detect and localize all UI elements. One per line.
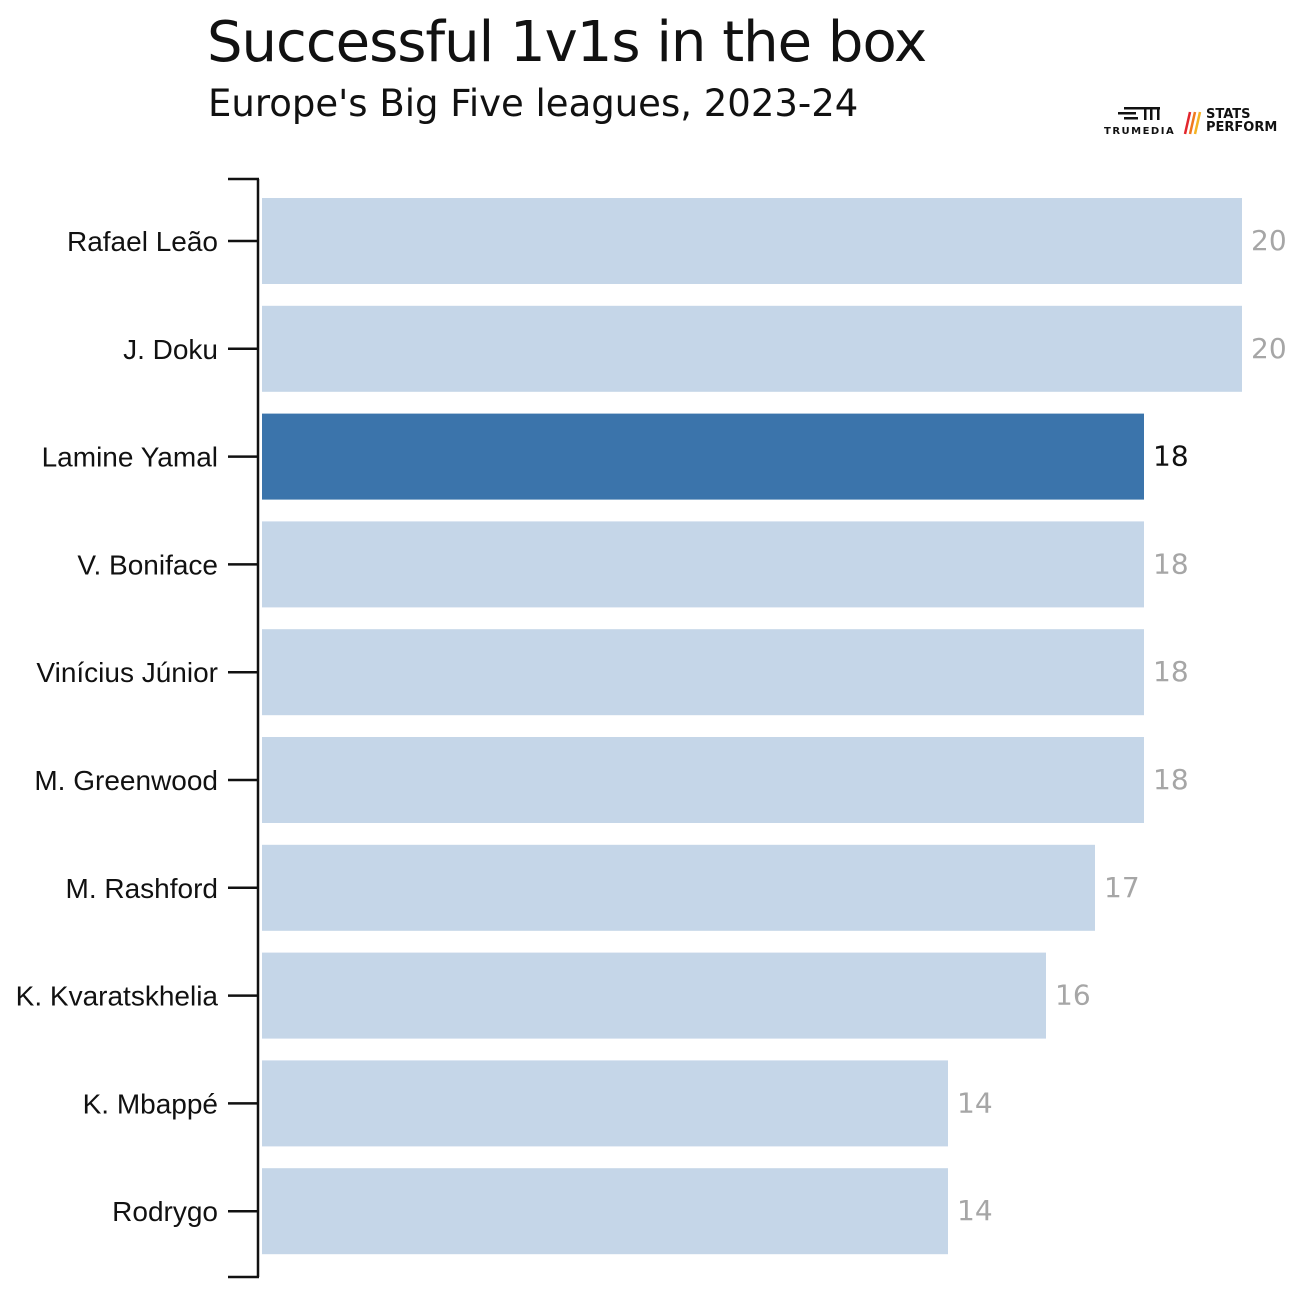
category-labels: Rafael Leão J. Doku Lamine Yamal V. Bonifac… [16, 226, 219, 1227]
category-label: Vinícius Júnior [36, 657, 218, 688]
chart-subtitle: Europe's Big Five leagues, 2023-24 [208, 82, 859, 125]
value-label: 14 [957, 1086, 993, 1119]
value-label: 20 [1251, 332, 1287, 365]
bar [262, 1168, 948, 1255]
value-label: 14 [957, 1194, 993, 1227]
category-label: J. Doku [123, 334, 218, 365]
bar [262, 952, 1046, 1039]
trumedia-mark-icon [1118, 107, 1160, 120]
category-label: V. Boniface [77, 549, 218, 580]
category-label: K. Kvaratskhelia [16, 981, 219, 1012]
bar [262, 413, 1144, 500]
y-axis [228, 177, 260, 1279]
category-label: Rafael Leão [67, 226, 218, 257]
logos: TRUMEDIA STATS PERFORM [1100, 104, 1280, 144]
stats-perform-slash-icon [1183, 111, 1202, 135]
trumedia-logo: TRUMEDIA [1104, 104, 1174, 140]
bar [262, 521, 1144, 608]
category-label: Rodrygo [112, 1196, 218, 1227]
value-label: 16 [1055, 979, 1091, 1012]
bar [262, 844, 1095, 931]
value-label: 17 [1104, 871, 1140, 904]
bars [262, 198, 1242, 1255]
bar [262, 737, 1144, 823]
category-label: M. Rashford [66, 873, 219, 904]
bar [262, 198, 1242, 284]
chart-title: Successful 1v1s in the box [207, 10, 927, 75]
stats-perform-wordmark: STATS PERFORM [1206, 107, 1278, 135]
category-label: K. Mbappé [83, 1088, 218, 1119]
value-label: 20 [1251, 224, 1287, 257]
value-label: 18 [1153, 547, 1189, 580]
category-label: Lamine Yamal [42, 442, 218, 473]
trumedia-wordmark: TRUMEDIA [1104, 126, 1176, 137]
bar [262, 1060, 948, 1147]
value-label: 18 [1153, 655, 1189, 688]
value-label: 18 [1153, 763, 1189, 796]
bar [262, 305, 1242, 392]
value-labels: 20 20 18 18 18 18 17 16 14 14 [957, 224, 1287, 1227]
value-label: 18 [1153, 440, 1189, 473]
category-label: M. Greenwood [34, 765, 218, 796]
bar [262, 629, 1144, 716]
stats-perform-logo: STATS PERFORM [1182, 108, 1282, 140]
